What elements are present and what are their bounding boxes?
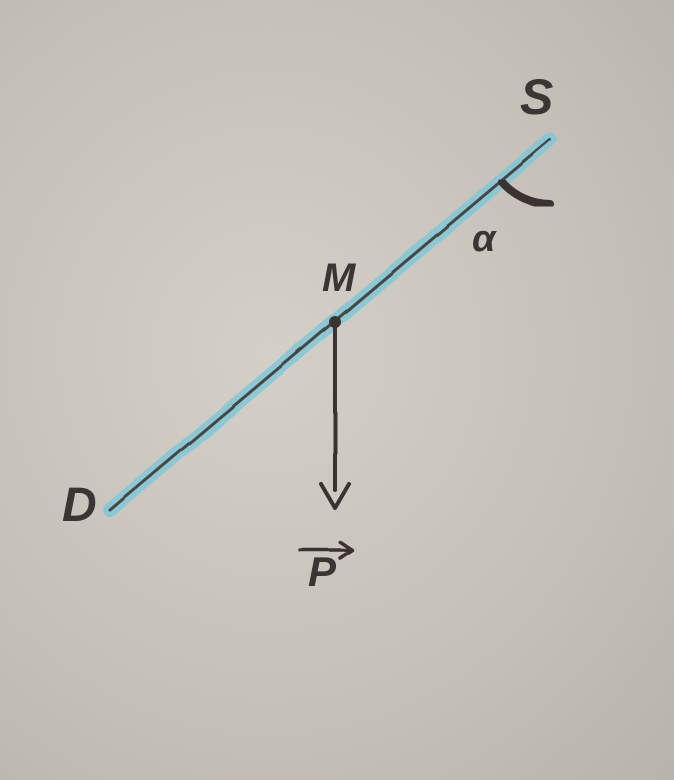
force-vector-p: [321, 322, 349, 508]
label-p-vector: P: [308, 548, 336, 596]
angle-arc: [502, 182, 550, 204]
label-alpha: α: [472, 218, 496, 261]
label-d: D: [62, 478, 97, 533]
point-m-marker: [329, 316, 341, 328]
label-m: M: [322, 256, 355, 301]
triangle-diagram: [0, 0, 674, 780]
label-s: S: [520, 68, 553, 126]
